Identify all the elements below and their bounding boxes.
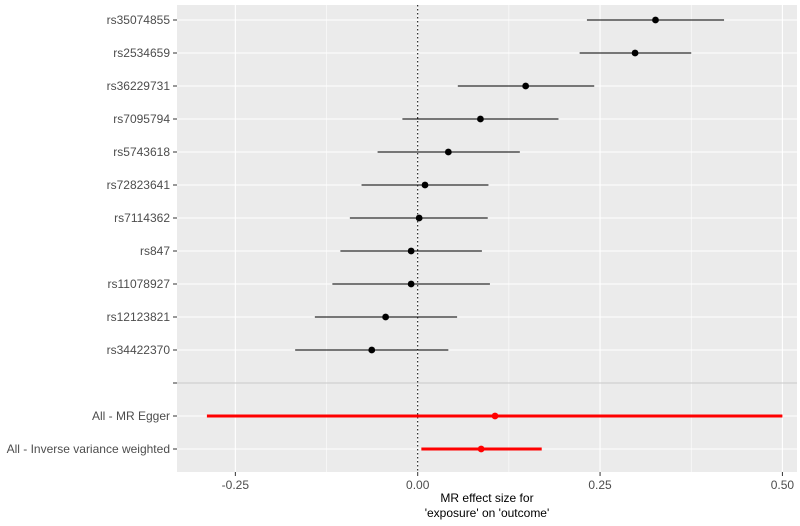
snp-point-3 bbox=[477, 115, 484, 123]
snp-point-9 bbox=[382, 313, 390, 321]
y-tick-label-6: rs7114362 bbox=[114, 211, 170, 225]
snp-point-2 bbox=[522, 82, 530, 90]
y-tick-label-10: rs34422370 bbox=[107, 343, 171, 357]
y-tick-label-2: rs36229731 bbox=[107, 79, 171, 93]
y-tick-label-9: rs12123821 bbox=[107, 310, 171, 324]
data-marks bbox=[206, 16, 783, 453]
snp-point-5 bbox=[421, 181, 429, 189]
snp-point-0 bbox=[652, 16, 659, 24]
summary-point-13 bbox=[477, 445, 485, 453]
snp-point-8 bbox=[407, 280, 415, 288]
x-tick-labels: -0.25 0.00 0.25 0.50 bbox=[222, 472, 795, 492]
snp-point-7 bbox=[407, 247, 415, 255]
y-tick-label-12: All - MR Egger bbox=[92, 409, 170, 423]
y-tick-label-4: rs5743618 bbox=[113, 145, 170, 159]
y-tick-label-3: rs7095794 bbox=[113, 112, 170, 126]
y-tick-label-13: All - Inverse variance weighted bbox=[7, 442, 170, 456]
y-tick-labels: rs35074855 rs2534659 rs36229731 rs7095794 rs… bbox=[7, 13, 177, 456]
snp-point-10 bbox=[368, 346, 376, 354]
plot-panel bbox=[177, 5, 797, 472]
x-tick-label-0: -0.25 bbox=[222, 478, 250, 492]
x-tick-label-1: 0.00 bbox=[406, 478, 430, 492]
summary-point-12 bbox=[491, 412, 499, 420]
snp-point-6 bbox=[415, 214, 423, 222]
x-tick-label-3: 0.50 bbox=[771, 478, 795, 492]
y-tick-label-5: rs72823641 bbox=[107, 178, 171, 192]
y-tick-label-7: rs847 bbox=[140, 244, 170, 258]
y-tick-label-8: rs11078927 bbox=[108, 277, 171, 291]
x-axis-title-line-2: 'exposure' on 'outcome' bbox=[425, 506, 550, 520]
snp-point-4 bbox=[444, 148, 452, 156]
snp-point-1 bbox=[631, 49, 639, 57]
x-axis-title-line-1: MR effect size for bbox=[440, 491, 533, 505]
y-tick-label-0: rs35074855 bbox=[107, 13, 171, 27]
y-tick-label-1: rs2534659 bbox=[113, 46, 170, 60]
x-tick-label-2: 0.25 bbox=[588, 478, 612, 492]
